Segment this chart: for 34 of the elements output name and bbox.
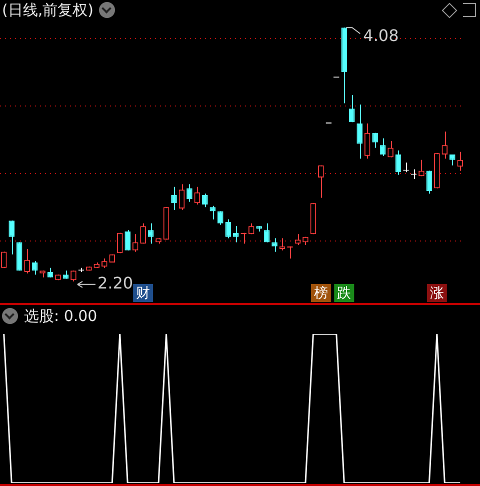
candlestick [225, 218, 232, 239]
candlestick [264, 222, 270, 243]
candlestick [450, 154, 456, 166]
text: 涨 [430, 286, 444, 302]
candlestick [140, 222, 146, 244]
candlestick [348, 94, 355, 123]
annotation: 4.08 [363, 26, 399, 45]
candlestick [210, 205, 216, 220]
candlestick [380, 138, 386, 156]
candlestick [178, 184, 185, 210]
candlestick [24, 248, 30, 274]
candlestick [8, 220, 14, 255]
candlestick [148, 222, 154, 244]
text: 财 [136, 286, 150, 302]
candlestick [186, 184, 192, 202]
candlestick [124, 230, 130, 251]
candlestick [364, 122, 370, 160]
candlestick [232, 226, 239, 243]
candlestick [457, 151, 464, 172]
text: 榜 [314, 286, 328, 302]
candlestick [272, 238, 278, 252]
candlestick [318, 164, 324, 198]
annotation: 2.20 [97, 274, 134, 293]
candlestick [171, 186, 177, 210]
candlestick [356, 104, 362, 160]
chart-title: (日线,前复权) [2, 0, 94, 20]
candlestick [32, 260, 38, 276]
candlestick [395, 150, 402, 176]
candlestick [426, 170, 432, 194]
chart-title: 选股: 0.00 [24, 306, 98, 326]
candlestick [294, 234, 301, 246]
text: 跌 [337, 286, 352, 302]
candlestick [418, 159, 424, 177]
candlestick [218, 210, 224, 226]
